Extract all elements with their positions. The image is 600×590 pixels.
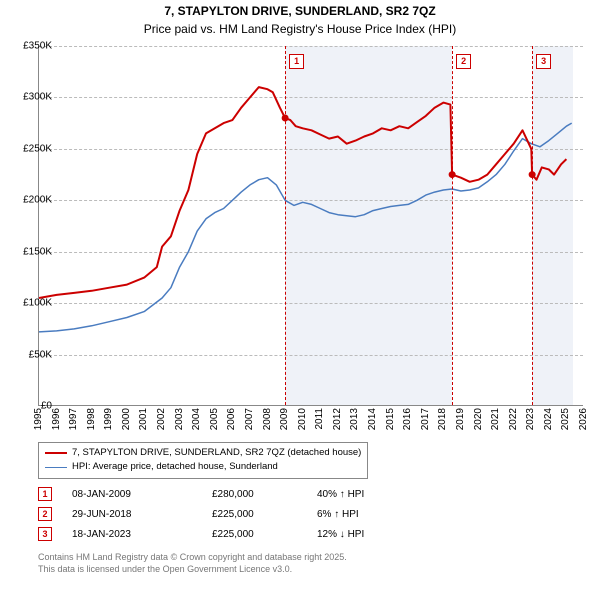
price_paid-line: [39, 87, 566, 298]
x-axis-label: 1995: [33, 408, 44, 430]
event-badge: 1: [38, 487, 52, 501]
event-row: 2 29-JUN-2018£225,0006% ↑ HPI: [38, 504, 427, 524]
event-badge: 2: [38, 507, 52, 521]
footer: Contains HM Land Registry data © Crown c…: [38, 552, 347, 575]
x-axis-label: 2007: [244, 408, 255, 430]
x-axis-label: 2013: [349, 408, 360, 430]
x-axis-label: 2010: [297, 408, 308, 430]
x-axis-label: 2003: [174, 408, 185, 430]
y-axis-label: £200K: [20, 195, 52, 206]
x-axis-label: 2012: [332, 408, 343, 430]
x-axis-label: 1998: [86, 408, 97, 430]
hpi-line: [39, 123, 572, 332]
x-axis-label: 1997: [68, 408, 79, 430]
legend-row-hpi: HPI: Average price, detached house, Sund…: [45, 460, 361, 474]
event-badge: 3: [38, 527, 52, 541]
events-table: 1 08-JAN-2009£280,00040% ↑ HPI 2 29-JUN-201…: [38, 484, 427, 544]
y-axis-label: £300K: [20, 92, 52, 103]
x-axis-label: 2011: [314, 408, 325, 430]
x-axis-label: 2023: [525, 408, 536, 430]
x-axis-label: 2004: [191, 408, 202, 430]
y-axis-label: £350K: [20, 41, 52, 52]
legend-label-hpi: HPI: Average price, detached house, Sund…: [72, 460, 278, 474]
event-delta: 12% ↓ HPI: [317, 529, 427, 540]
event-marker: 2: [456, 54, 471, 69]
x-axis-label: 2020: [473, 408, 484, 430]
event-row: 3 18-JAN-2023£225,00012% ↓ HPI: [38, 524, 427, 544]
event-line: [452, 46, 453, 405]
event-line: [532, 46, 533, 405]
x-axis-label: 2017: [420, 408, 431, 430]
x-axis-label: 2024: [543, 408, 554, 430]
event-marker: 1: [289, 54, 304, 69]
title-block: 7, STAPYLTON DRIVE, SUNDERLAND, SR2 7QZ …: [0, 0, 600, 37]
event-marker: 3: [536, 54, 551, 69]
x-axis-label: 2009: [279, 408, 290, 430]
y-axis-label: £150K: [20, 246, 52, 257]
event-price: £225,000: [212, 529, 317, 540]
x-axis-label: 1996: [51, 408, 62, 430]
y-axis-label: £250K: [20, 143, 52, 154]
x-axis-label: 2022: [508, 408, 519, 430]
x-axis-label: 2018: [437, 408, 448, 430]
x-axis-label: 2016: [402, 408, 413, 430]
chart-svg: [39, 46, 583, 405]
event-row: 1 08-JAN-2009£280,00040% ↑ HPI: [38, 484, 427, 504]
x-axis-label: 1999: [103, 408, 114, 430]
event-line: [285, 46, 286, 405]
chart-container: 7, STAPYLTON DRIVE, SUNDERLAND, SR2 7QZ …: [0, 0, 600, 590]
event-date: 08-JAN-2009: [72, 489, 212, 500]
x-axis-label: 2005: [209, 408, 220, 430]
x-axis-label: 2001: [138, 408, 149, 430]
event-date: 29-JUN-2018: [72, 509, 212, 520]
chart-area: 1 2 3: [38, 46, 583, 406]
x-axis-label: 2021: [490, 408, 501, 430]
title-main: 7, STAPYLTON DRIVE, SUNDERLAND, SR2 7QZ: [0, 4, 600, 20]
x-axis-label: 2015: [385, 408, 396, 430]
x-axis-label: 2002: [156, 408, 167, 430]
event-price: £280,000: [212, 489, 317, 500]
footer-line1: Contains HM Land Registry data © Crown c…: [38, 552, 347, 564]
x-axis-label: 2019: [455, 408, 466, 430]
x-axis-label: 2008: [262, 408, 273, 430]
legend-row-price: 7, STAPYLTON DRIVE, SUNDERLAND, SR2 7QZ …: [45, 446, 361, 460]
event-price: £225,000: [212, 509, 317, 520]
event-delta: 40% ↑ HPI: [317, 489, 427, 500]
x-axis-label: 2000: [121, 408, 132, 430]
title-sub: Price paid vs. HM Land Registry's House …: [0, 22, 600, 38]
legend-swatch-blue: [45, 467, 67, 468]
x-axis-label: 2006: [226, 408, 237, 430]
legend-label-price: 7, STAPYLTON DRIVE, SUNDERLAND, SR2 7QZ …: [72, 446, 361, 460]
y-axis-label: £50K: [20, 349, 52, 360]
legend: 7, STAPYLTON DRIVE, SUNDERLAND, SR2 7QZ …: [38, 442, 368, 479]
legend-swatch-red: [45, 452, 67, 454]
event-date: 18-JAN-2023: [72, 529, 212, 540]
event-delta: 6% ↑ HPI: [317, 509, 427, 520]
x-axis-label: 2014: [367, 408, 378, 430]
y-axis-label: £100K: [20, 298, 52, 309]
x-axis-label: 2026: [578, 408, 589, 430]
x-axis-label: 2025: [560, 408, 571, 430]
footer-line2: This data is licensed under the Open Gov…: [38, 564, 347, 576]
